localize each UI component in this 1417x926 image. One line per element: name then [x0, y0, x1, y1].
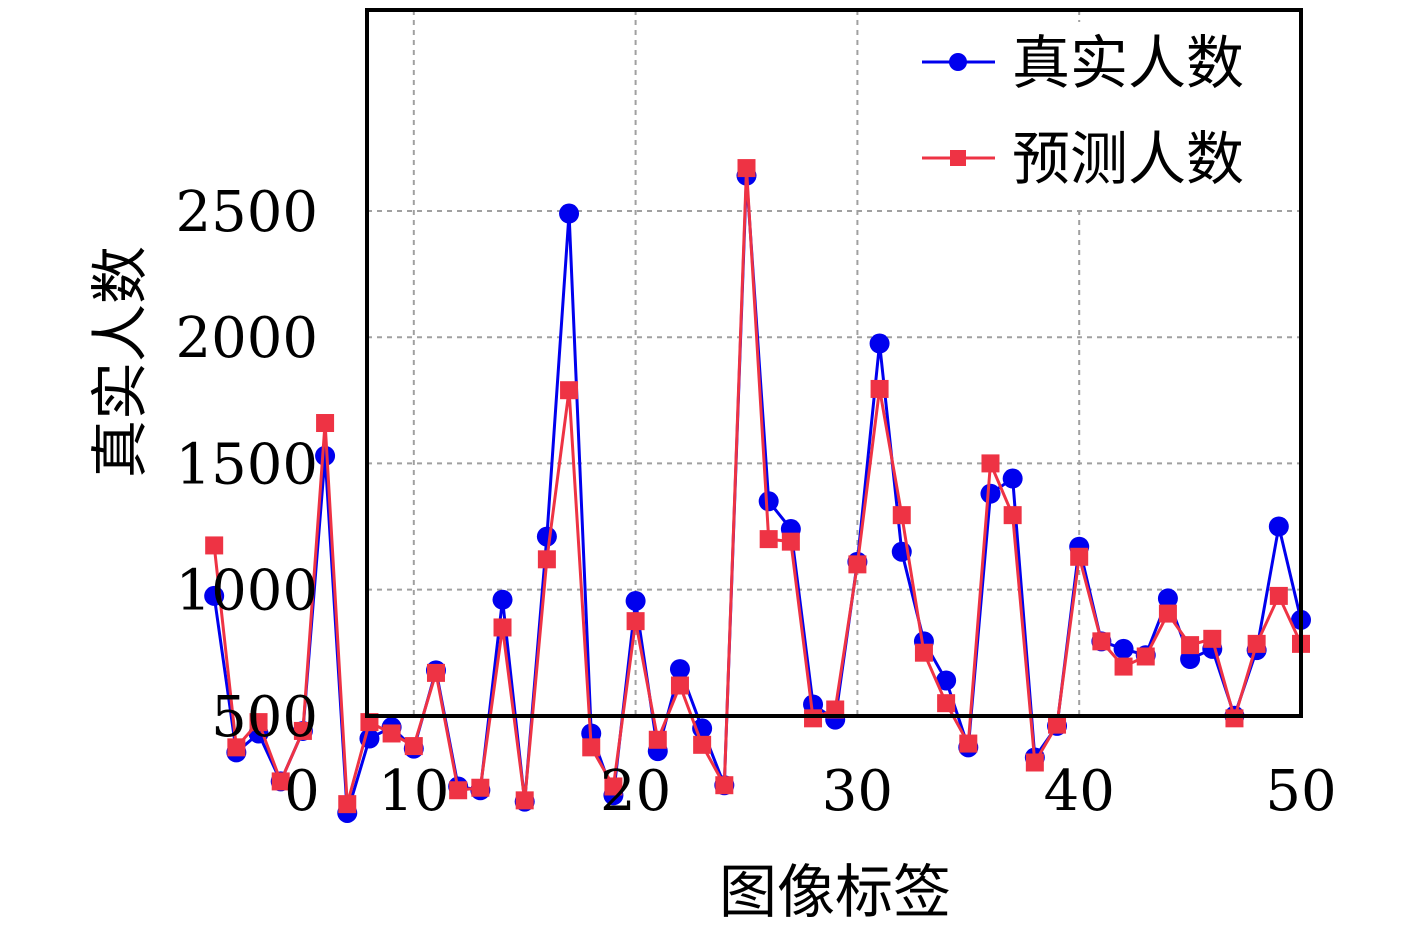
legend-box: [905, 22, 1295, 207]
legend-marker: [949, 53, 967, 71]
grid-lines: [367, 10, 1301, 717]
legend-label: 真实人数: [1012, 29, 1244, 97]
data-point: [536, 526, 557, 547]
data-point: [1003, 506, 1022, 525]
y-tick-label: 2500: [175, 180, 318, 245]
series-layer: [204, 159, 1311, 823]
x-tick-label: 40: [1044, 759, 1115, 824]
data-point: [869, 333, 890, 354]
x-tick-label: 20: [600, 759, 671, 824]
data-point: [625, 590, 646, 611]
series-2: [205, 159, 1310, 814]
y-tick-label: 2000: [175, 306, 318, 371]
data-point: [914, 643, 933, 662]
data-point: [937, 694, 956, 713]
data-point: [1092, 632, 1111, 651]
y-tick-label: 1000: [175, 559, 318, 624]
data-point: [1048, 715, 1067, 734]
data-point: [316, 414, 335, 433]
data-point: [804, 709, 823, 728]
data-point: [492, 589, 513, 610]
data-point: [426, 663, 445, 682]
y-tick-label: 500: [211, 685, 318, 750]
legend-marker: [950, 150, 966, 166]
data-point: [338, 795, 357, 814]
data-point: [848, 555, 867, 574]
data-point: [758, 491, 779, 512]
x-tick-label: 50: [1265, 759, 1336, 824]
data-point: [959, 734, 978, 753]
data-point: [648, 730, 667, 749]
data-point: [449, 781, 468, 800]
data-point: [936, 670, 957, 691]
data-point: [559, 203, 580, 224]
data-point: [1157, 588, 1178, 609]
x-tick-labels: 0 10 20 30 40 50: [284, 759, 1336, 824]
data-point: [980, 483, 1001, 504]
data-point: [471, 778, 490, 797]
legend-item: 预测人数: [922, 125, 1244, 193]
data-point: [715, 776, 734, 795]
data-point: [205, 536, 224, 555]
data-point: [1114, 657, 1133, 676]
data-point: [759, 530, 778, 549]
data-point: [315, 445, 336, 466]
data-point: [560, 381, 579, 400]
x-tick-label: 10: [378, 759, 449, 824]
data-point: [515, 791, 534, 810]
x-tick-label: 0: [284, 759, 320, 824]
data-point: [382, 724, 401, 743]
data-point: [981, 454, 1000, 473]
legend-item: 真实人数: [922, 29, 1244, 97]
data-point: [249, 713, 268, 732]
data-point: [271, 772, 290, 791]
data-point: [1070, 547, 1089, 566]
x-tick-label: 30: [822, 759, 893, 824]
data-point: [493, 618, 512, 637]
data-point: [1181, 636, 1200, 655]
data-point: [737, 159, 756, 178]
data-point: [1225, 709, 1244, 728]
legend-label: 预测人数: [1012, 125, 1244, 193]
data-point: [1268, 516, 1289, 537]
y-tick-labels: 500 1000 1500 2000 2500: [175, 180, 318, 750]
data-point: [293, 721, 312, 740]
data-point: [604, 777, 623, 796]
data-point: [826, 700, 845, 719]
data-point: [1136, 647, 1155, 666]
data-point: [1002, 468, 1023, 489]
y-axis-title: 真实人数: [86, 246, 154, 478]
y-tick-label: 1500: [175, 432, 318, 497]
data-point: [669, 659, 690, 680]
data-point: [870, 379, 889, 398]
plot-frame: [365, 8, 1303, 718]
data-point: [626, 612, 645, 631]
data-point: [693, 735, 712, 754]
data-point: [1158, 604, 1177, 623]
data-point: [227, 738, 246, 757]
data-point: [1025, 753, 1044, 772]
data-point: [1269, 586, 1288, 605]
x-axis-title: 图像标签: [719, 858, 951, 926]
data-point: [670, 676, 689, 695]
data-point: [1203, 629, 1222, 648]
data-point: [404, 737, 423, 756]
data-point: [1113, 638, 1134, 659]
series-line: [212, 168, 1303, 805]
data-point: [582, 738, 601, 757]
data-point: [1247, 634, 1266, 653]
data-point: [892, 506, 911, 525]
data-point: [537, 550, 556, 569]
data-point: [781, 532, 800, 551]
